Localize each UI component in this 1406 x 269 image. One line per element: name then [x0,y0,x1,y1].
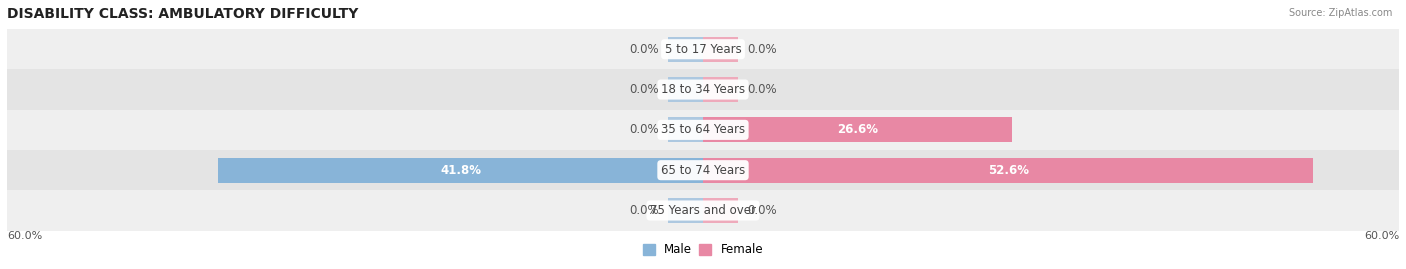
Text: 41.8%: 41.8% [440,164,481,177]
Text: 0.0%: 0.0% [747,43,776,56]
Text: 0.0%: 0.0% [630,43,659,56]
Text: 0.0%: 0.0% [630,83,659,96]
Text: 65 to 74 Years: 65 to 74 Years [661,164,745,177]
Bar [703,158,1313,183]
Bar [703,77,738,102]
Text: 0.0%: 0.0% [630,204,659,217]
Bar [7,190,1399,231]
Bar [7,29,1399,69]
Bar [218,158,703,183]
Text: 0.0%: 0.0% [747,83,776,96]
Text: 0.0%: 0.0% [630,123,659,136]
Text: 60.0%: 60.0% [1364,231,1399,241]
Bar [7,150,1399,190]
Text: 52.6%: 52.6% [987,164,1029,177]
Bar [668,37,703,62]
Bar [7,110,1399,150]
Bar [668,198,703,223]
Text: 26.6%: 26.6% [837,123,877,136]
Bar [703,198,738,223]
Legend: Male, Female: Male, Female [638,239,768,261]
Bar [703,37,738,62]
Bar [668,117,703,142]
Text: 0.0%: 0.0% [747,204,776,217]
Text: 5 to 17 Years: 5 to 17 Years [665,43,741,56]
Text: 35 to 64 Years: 35 to 64 Years [661,123,745,136]
Text: DISABILITY CLASS: AMBULATORY DIFFICULTY: DISABILITY CLASS: AMBULATORY DIFFICULTY [7,7,359,21]
Bar [7,69,1399,110]
Bar [703,117,1011,142]
Text: 60.0%: 60.0% [7,231,42,241]
Bar [668,77,703,102]
Text: 75 Years and over: 75 Years and over [650,204,756,217]
Text: Source: ZipAtlas.com: Source: ZipAtlas.com [1288,8,1392,18]
Text: 18 to 34 Years: 18 to 34 Years [661,83,745,96]
